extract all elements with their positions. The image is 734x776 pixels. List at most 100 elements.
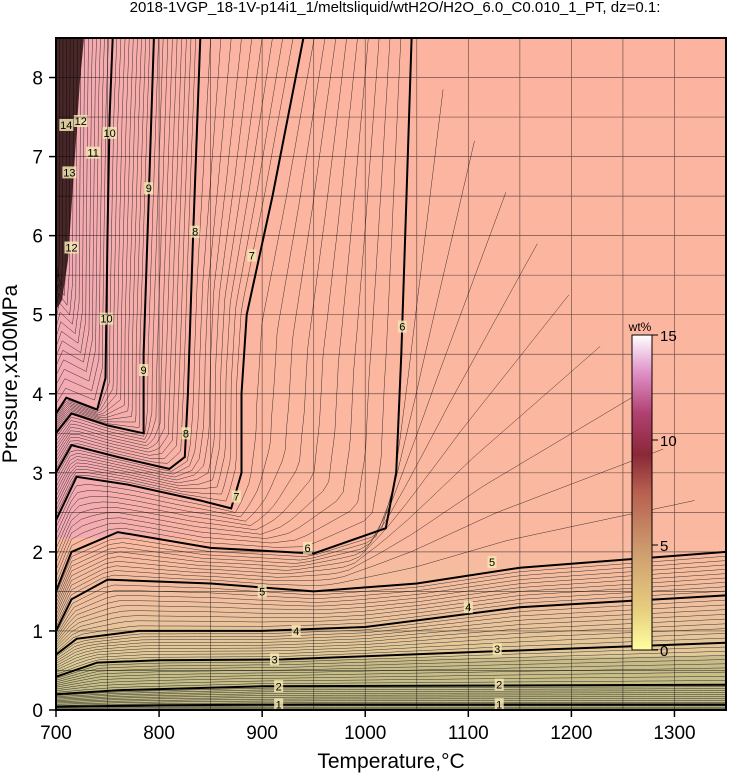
contour-label-text: 12 [65, 243, 77, 255]
contour-label-10: 10 [99, 312, 114, 326]
contour-line-minor [56, 38, 101, 386]
contour-label-bg [62, 166, 77, 179]
contour-label-12: 12 [64, 241, 79, 255]
contour-line-minor [56, 38, 253, 497]
contour-line-minor [56, 577, 726, 646]
contour-line-minor [56, 676, 726, 691]
contour-line-minor [56, 38, 284, 511]
contour-line-minor [56, 702, 726, 706]
contour-line-minor [56, 38, 159, 438]
contour-line-minor [56, 573, 726, 643]
y-tick-label-0: 0 [32, 701, 43, 722]
colorbar-tick-label-0: 0 [660, 643, 668, 660]
contour-label-text: 9 [146, 183, 152, 195]
contour-line-minor [56, 38, 369, 564]
contour-line-minor [56, 38, 211, 478]
contour-line-minor [56, 38, 134, 424]
contour-line-minor [56, 609, 726, 662]
contour-label-bg [99, 312, 114, 325]
contour-label-bg [231, 490, 241, 503]
contour-label-bg [303, 541, 313, 554]
x-axis-title: Temperature,°C [317, 750, 464, 773]
contour-label-text: 12 [75, 116, 87, 128]
x-tick-label-5: 1200 [550, 723, 592, 744]
contour-label-bg [144, 182, 154, 195]
contour-line-minor [56, 586, 726, 651]
contour-label-bg [59, 118, 74, 131]
contour-label-9: 9 [144, 182, 154, 195]
contour-line-minor [56, 688, 726, 697]
plot-frame [55, 37, 727, 711]
contour-line-minor [56, 646, 726, 679]
contour-line-minor [56, 500, 695, 628]
contour-line-minor [56, 680, 726, 693]
contour-line-minor [56, 38, 151, 432]
colorbar-tick-label-3: 15 [660, 328, 677, 345]
contour-line-minor [56, 38, 326, 535]
contour-line-minor [56, 38, 173, 450]
contour-line-minor [56, 38, 109, 405]
contour-line-minor [56, 637, 726, 675]
contour-label-14: 14 [59, 118, 74, 132]
contour-label-bg [274, 680, 284, 693]
contour-label-4: 4 [291, 624, 301, 638]
contour-label-text: 9 [141, 365, 147, 377]
contour-label-2: 2 [494, 678, 504, 692]
contour-line-minor [56, 397, 632, 620]
contour-line-minor [56, 38, 273, 507]
contour-line-minor [56, 650, 726, 681]
contour-line-minor [56, 555, 726, 634]
contour-line-minor [56, 618, 726, 666]
contour-label-2: 2 [274, 680, 284, 693]
contour-line-minor [56, 38, 75, 319]
contour-line-minor [56, 655, 726, 683]
y-tick-label-5: 5 [32, 306, 43, 327]
contour-line-minor [56, 38, 222, 483]
y-tick-label-4: 4 [32, 385, 43, 406]
contour-line-minor [56, 38, 64, 291]
contour-line-minor [56, 564, 726, 639]
contour-line-minor [56, 38, 315, 528]
contour-label-1: 1 [274, 698, 284, 711]
contour-label-text: 1 [276, 699, 282, 711]
contour-label-bg [494, 698, 504, 710]
contour-label-text: 11 [87, 148, 98, 160]
contour-line-minor [56, 614, 726, 664]
contour-line-minor [56, 38, 105, 395]
contour-label-6: 6 [397, 320, 407, 334]
contour-label-1: 1 [494, 698, 504, 710]
contour-line-minor [56, 294, 569, 612]
contour-line-minor [56, 38, 402, 585]
contour-label-text: 4 [293, 626, 299, 638]
contour-label-3: 3 [270, 653, 280, 666]
contour-label-12: 12 [73, 115, 88, 128]
contour-label-bg [139, 364, 149, 377]
contour-line-minor [56, 448, 664, 624]
contour-label-bg [487, 556, 497, 569]
contour-line-minor [56, 692, 726, 700]
contour-line-minor [56, 38, 146, 430]
contour-line-minor [56, 38, 122, 418]
contour-line-minor [56, 38, 196, 470]
contour-label-bg [102, 126, 117, 139]
contour-label-9: 9 [139, 364, 149, 377]
contour-label-7: 7 [247, 249, 257, 262]
contour-label-8: 8 [181, 427, 191, 440]
contour-line-minor [56, 706, 726, 709]
contour-line-minor [56, 708, 726, 710]
x-tick-label-1: 800 [143, 723, 175, 744]
contour-line-minor [56, 590, 726, 653]
contour-line-8 [56, 38, 202, 474]
contour-line-minor [56, 38, 118, 416]
contour-line-minor [56, 623, 726, 669]
contour-line-minor [56, 698, 726, 704]
contour-label-bg [494, 678, 504, 691]
contour-line-minor [56, 38, 391, 578]
x-axis: 700 800 900 1000 1100 1200 1300 [40, 710, 696, 744]
contour-line-minor [56, 38, 86, 348]
contour-label-11: 11 [86, 146, 101, 160]
y-tick-label-1: 1 [32, 622, 43, 643]
x-tick-label-6: 1300 [653, 723, 695, 744]
contour-line-minor [56, 38, 192, 466]
contour-line-minor [56, 582, 726, 648]
